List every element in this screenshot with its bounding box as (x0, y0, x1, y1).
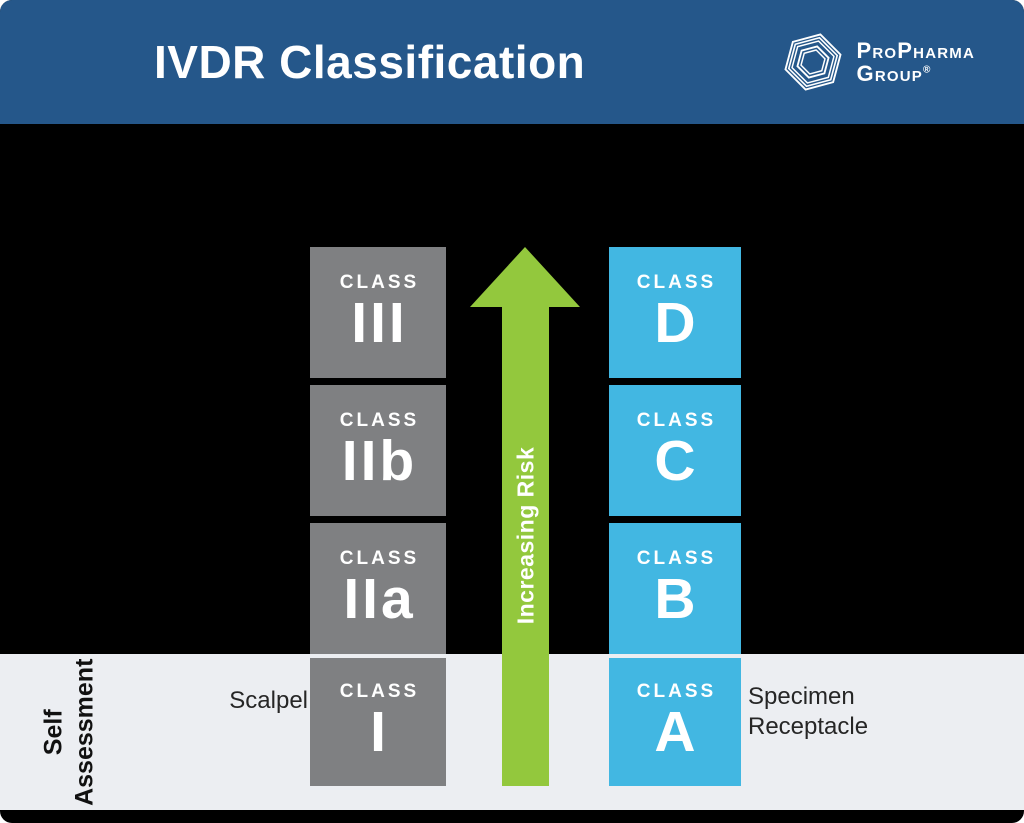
class-box-iib: CLASS IIb (310, 385, 446, 516)
class-box-iia: CLASS IIa (310, 523, 446, 654)
logo-group-text: Group (856, 61, 923, 86)
class-kicker: CLASS (636, 271, 717, 293)
propharma-logo: ProPharma Group® (782, 29, 975, 95)
class-kicker: CLASS (636, 547, 717, 569)
self-assessment-text: Self Assessment (39, 658, 102, 805)
class-kicker: CLASS (339, 271, 420, 293)
class-kicker: CLASS (339, 681, 420, 703)
class-kicker: CLASS (636, 681, 717, 703)
class-box-d: CLASS D (609, 247, 741, 378)
increasing-risk-label: Increasing Risk (512, 446, 538, 624)
class-kicker: CLASS (339, 409, 420, 431)
class-box-c: CLASS C (609, 385, 741, 516)
class-box-b: CLASS B (609, 523, 741, 654)
self-assessment-label: Self Assessment (0, 654, 140, 810)
header-bar: IVDR Classification ProPharma Group® (0, 0, 1024, 124)
registered-mark: ® (922, 64, 931, 76)
risk-arrow-head-icon (470, 247, 580, 307)
class-value: C (654, 428, 696, 493)
class-value: A (654, 700, 696, 765)
class-box-iii: CLASS III (310, 247, 446, 378)
self-assessment-line1: Self (39, 709, 68, 755)
class-value: III (351, 290, 408, 355)
page-title: IVDR Classification (154, 36, 586, 88)
risk-arrow-label-wrap: Increasing Risk (502, 310, 549, 760)
logo-name-text: ProPharma (856, 37, 975, 63)
class-value: I (370, 700, 389, 765)
specimen-line2: Receptacle (748, 713, 869, 740)
logo-group: Group® (857, 62, 975, 85)
title-wrap: IVDR Classification (154, 0, 585, 124)
self-assessment-line2: Assessment (71, 658, 99, 806)
class-value: IIa (343, 566, 416, 631)
logo-wordmark: ProPharma Group® (857, 39, 975, 85)
class-value: IIb (341, 428, 418, 493)
risk-arrow-shaft (502, 305, 549, 786)
specimen-receptacle-label: Specimen Receptacle (748, 682, 868, 742)
logo-name: ProPharma (857, 39, 975, 62)
class-value: B (654, 566, 696, 631)
hexagon-logo-icon (783, 33, 842, 91)
class-value: D (654, 290, 696, 355)
class-box-a: CLASS A (609, 658, 741, 786)
class-box-i: CLASS I (310, 658, 446, 786)
class-kicker: CLASS (339, 547, 420, 569)
scalpel-label: Scalpel (229, 687, 308, 714)
specimen-line1: Specimen (748, 683, 855, 710)
class-kicker: CLASS (636, 409, 717, 431)
